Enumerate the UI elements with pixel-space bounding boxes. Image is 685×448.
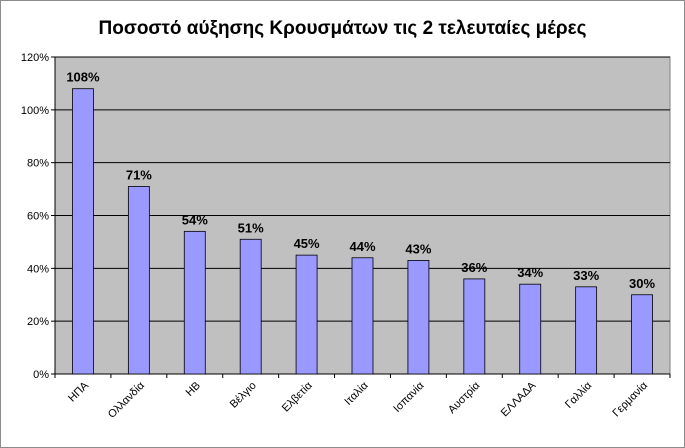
data-label: 34% (517, 265, 543, 280)
x-tick-label: Βέλγιο (228, 380, 259, 411)
data-label: 30% (629, 276, 655, 291)
data-label: 71% (126, 167, 152, 182)
data-label: 45% (294, 236, 320, 251)
y-tick-label: 100% (21, 105, 49, 117)
data-label: 44% (349, 239, 375, 254)
y-tick-label: 60% (27, 211, 49, 223)
bars (72, 88, 653, 375)
x-tick-label: Ιταλία (342, 379, 371, 408)
x-tick-label: Γαλλία (563, 379, 595, 411)
data-label: 43% (405, 241, 431, 256)
x-tick-label: Γερμανία (610, 379, 650, 419)
y-tick-label: 20% (27, 316, 49, 328)
x-tick-label: ΕΛΛΑΔΑ (499, 379, 539, 419)
bar-0 (72, 88, 94, 375)
data-label: 51% (238, 220, 264, 235)
x-tick-label: ΗΒ (184, 380, 203, 399)
bar-9 (575, 286, 598, 375)
bar-7 (463, 278, 486, 375)
data-label: 108% (66, 70, 100, 85)
x-tick-label: Ισπανία (391, 379, 427, 415)
bar-4 (295, 254, 318, 375)
x-tick-label: Αυστρία (446, 379, 483, 416)
data-label: 54% (182, 212, 208, 227)
x-tick-label: Ολλανδία (106, 379, 148, 421)
y-tick-label: 80% (27, 158, 49, 170)
y-tick-label: 40% (27, 263, 49, 275)
y-tick-label: 120% (21, 52, 49, 64)
data-label: 33% (573, 268, 599, 283)
bar-2 (183, 230, 206, 375)
x-tick-label: ΗΠΑ (66, 379, 91, 404)
x-axis-ticks: ΗΠΑ Ολλανδία ΗΒ Βέλγιο Ελβετία Ιταλία Ισπανία Α… (54, 374, 671, 421)
data-label: 36% (461, 260, 487, 275)
bar-5 (351, 257, 374, 375)
y-tick-label: 0% (33, 369, 49, 381)
x-tick-label: Ελβετία (280, 379, 315, 414)
bar-3 (239, 238, 262, 375)
chart-title: Ποσοστό αύξησης Κρουσμάτων τις 2 τελευτα… (98, 18, 587, 39)
data-labels: 108% 71% 54% 51% 45% 44% 43% 36% 34% 33% 30% (66, 70, 655, 291)
bar-1 (127, 186, 150, 375)
bar-8 (519, 283, 542, 375)
bar-10 (631, 294, 653, 375)
bar-6 (407, 260, 430, 375)
